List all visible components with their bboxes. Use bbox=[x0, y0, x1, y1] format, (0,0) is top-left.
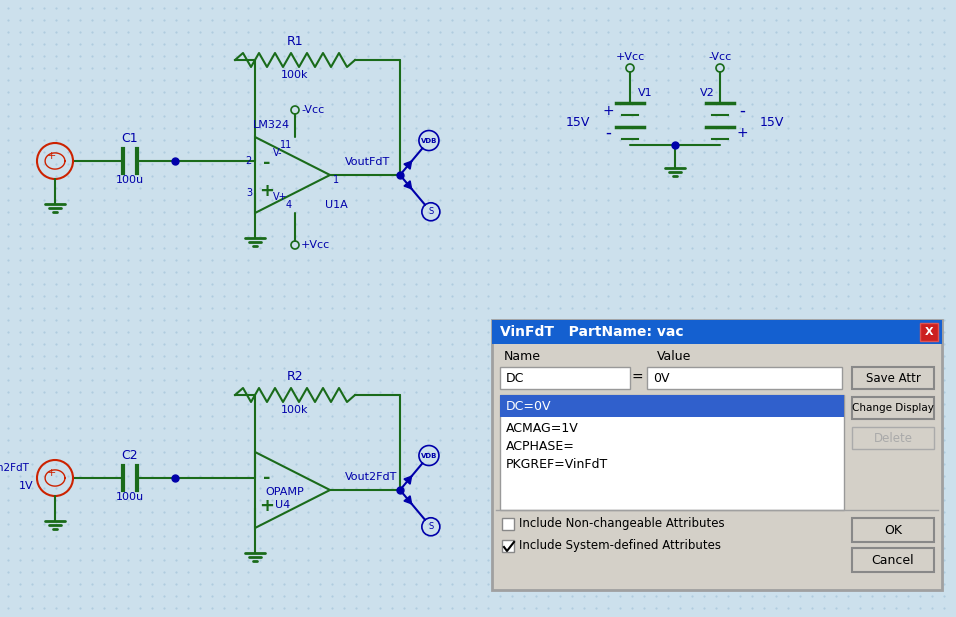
Text: 2: 2 bbox=[246, 156, 252, 166]
Text: 11: 11 bbox=[280, 140, 292, 150]
Text: V1: V1 bbox=[638, 88, 653, 98]
Text: 15V: 15V bbox=[760, 117, 784, 130]
FancyBboxPatch shape bbox=[500, 395, 844, 417]
Text: Name: Name bbox=[504, 350, 541, 363]
Text: C2: C2 bbox=[121, 449, 139, 462]
Text: Delete: Delete bbox=[874, 431, 912, 444]
Text: Vin2FdT: Vin2FdT bbox=[0, 463, 30, 473]
Text: DC=0V: DC=0V bbox=[506, 399, 552, 413]
Text: 3: 3 bbox=[246, 188, 252, 198]
FancyBboxPatch shape bbox=[500, 367, 630, 389]
Text: ACMAG=1V: ACMAG=1V bbox=[506, 421, 578, 434]
Text: -: - bbox=[739, 102, 745, 120]
Text: -: - bbox=[263, 469, 271, 487]
Text: +: + bbox=[46, 151, 55, 161]
Text: +: + bbox=[259, 182, 274, 200]
Polygon shape bbox=[404, 161, 412, 169]
Text: 100u: 100u bbox=[116, 492, 144, 502]
Text: V-: V- bbox=[273, 148, 283, 158]
Polygon shape bbox=[404, 181, 412, 189]
Text: 100k: 100k bbox=[281, 405, 309, 415]
Text: OPAMP: OPAMP bbox=[265, 487, 304, 497]
Text: Cancel: Cancel bbox=[872, 553, 914, 566]
Text: Vout2FdT: Vout2FdT bbox=[345, 472, 398, 482]
Text: Include Non-changeable Attributes: Include Non-changeable Attributes bbox=[519, 518, 725, 531]
Polygon shape bbox=[404, 496, 412, 504]
Text: X: X bbox=[924, 327, 933, 337]
Text: 1: 1 bbox=[333, 175, 339, 185]
Text: Save Attr: Save Attr bbox=[865, 371, 921, 384]
Text: S: S bbox=[428, 207, 433, 217]
Text: VinFdT   PartName: vac: VinFdT PartName: vac bbox=[500, 325, 684, 339]
FancyBboxPatch shape bbox=[502, 518, 514, 530]
Text: LM324: LM324 bbox=[253, 120, 290, 130]
FancyBboxPatch shape bbox=[852, 548, 934, 572]
Text: V2: V2 bbox=[700, 88, 715, 98]
FancyBboxPatch shape bbox=[920, 323, 938, 341]
Text: Value: Value bbox=[657, 350, 691, 363]
Text: OK: OK bbox=[884, 523, 902, 537]
Text: =: = bbox=[631, 371, 642, 385]
Text: +: + bbox=[46, 468, 55, 478]
Text: -Vcc: -Vcc bbox=[301, 105, 324, 115]
Text: +: + bbox=[736, 126, 748, 140]
Text: 15V: 15V bbox=[566, 117, 590, 130]
FancyBboxPatch shape bbox=[852, 427, 934, 449]
Text: R1: R1 bbox=[287, 35, 303, 48]
Text: R2: R2 bbox=[287, 370, 303, 383]
Polygon shape bbox=[404, 476, 412, 484]
Text: ACPHASE=: ACPHASE= bbox=[506, 439, 575, 452]
Text: -: - bbox=[605, 124, 611, 142]
Text: U4: U4 bbox=[275, 500, 291, 510]
Text: V+: V+ bbox=[273, 192, 288, 202]
FancyBboxPatch shape bbox=[852, 518, 934, 542]
Text: U1A: U1A bbox=[325, 200, 348, 210]
Text: S: S bbox=[428, 522, 433, 531]
Text: -Vcc: -Vcc bbox=[708, 52, 731, 62]
Text: VoutFdT: VoutFdT bbox=[345, 157, 390, 167]
Text: 100u: 100u bbox=[116, 175, 144, 185]
Text: Include System-defined Attributes: Include System-defined Attributes bbox=[519, 539, 721, 552]
Text: +: + bbox=[602, 104, 614, 118]
FancyBboxPatch shape bbox=[852, 397, 934, 419]
Text: +: + bbox=[259, 497, 274, 515]
Text: 1V: 1V bbox=[18, 481, 33, 491]
Text: -: - bbox=[263, 154, 271, 172]
Text: 100k: 100k bbox=[281, 70, 309, 80]
FancyBboxPatch shape bbox=[492, 320, 942, 344]
FancyBboxPatch shape bbox=[647, 367, 842, 389]
Text: C1: C1 bbox=[121, 132, 139, 145]
Text: +Vcc: +Vcc bbox=[301, 240, 330, 250]
Text: 0V: 0V bbox=[653, 371, 669, 384]
FancyBboxPatch shape bbox=[852, 367, 934, 389]
Text: 4: 4 bbox=[286, 200, 292, 210]
Text: VDB: VDB bbox=[421, 452, 437, 458]
FancyBboxPatch shape bbox=[500, 395, 844, 510]
Text: Change Display: Change Display bbox=[852, 403, 934, 413]
Text: PKGREF=VinFdT: PKGREF=VinFdT bbox=[506, 457, 608, 471]
Text: +Vcc: +Vcc bbox=[616, 52, 644, 62]
Text: DC: DC bbox=[506, 371, 525, 384]
FancyBboxPatch shape bbox=[492, 320, 942, 590]
FancyBboxPatch shape bbox=[502, 540, 514, 552]
Text: VDB: VDB bbox=[421, 138, 437, 144]
